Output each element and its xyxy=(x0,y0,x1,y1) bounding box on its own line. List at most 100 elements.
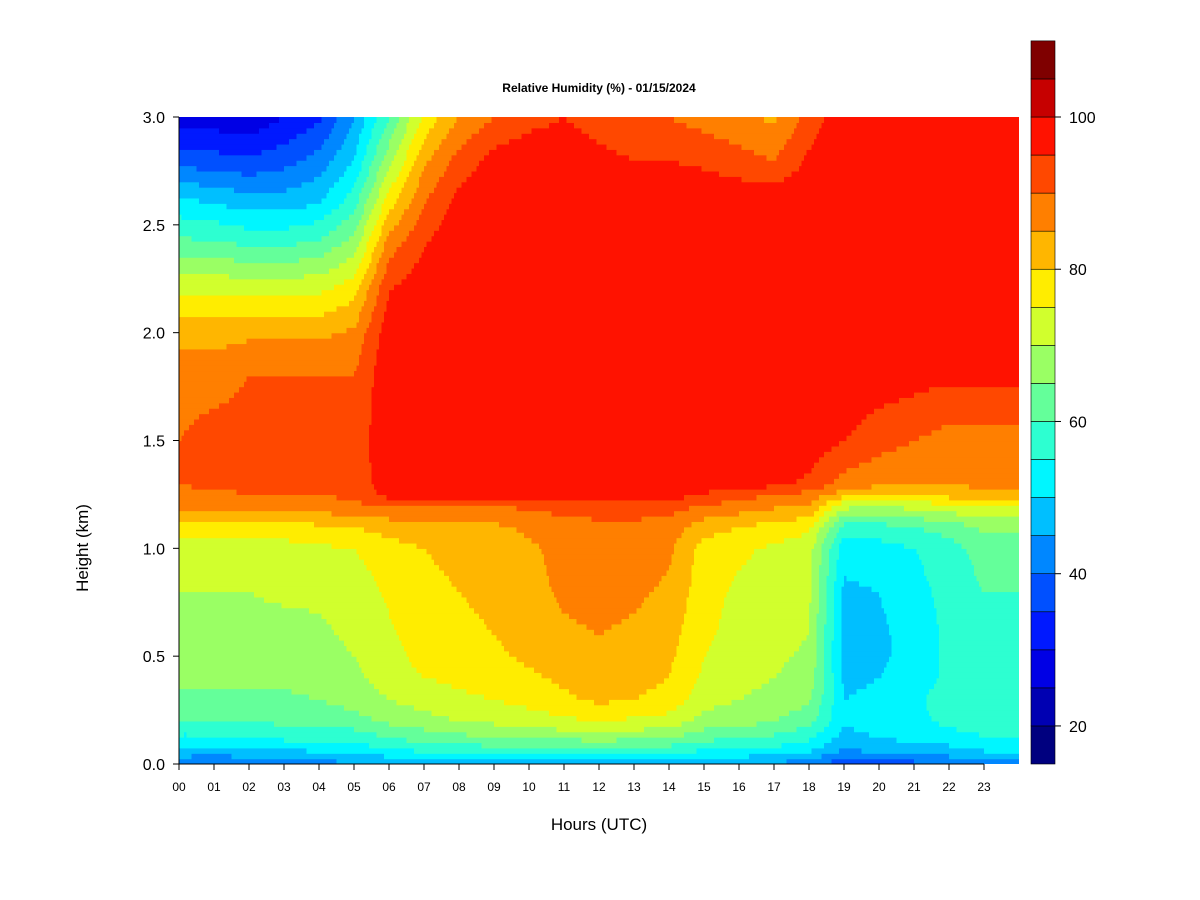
heatmap-cell xyxy=(196,257,200,264)
heatmap-cell xyxy=(196,321,200,328)
heatmap-cell xyxy=(216,559,220,566)
heatmap-cell xyxy=(179,117,183,123)
heatmap-cell xyxy=(184,365,188,372)
heatmap-cell xyxy=(191,327,195,334)
heatmap-cell xyxy=(221,224,225,231)
heatmap-cell xyxy=(206,537,210,544)
heatmap-cell xyxy=(196,542,200,549)
heatmap-cell xyxy=(201,510,205,517)
heatmap-cell xyxy=(181,273,185,280)
heatmap-cell xyxy=(189,246,193,253)
heatmap-cell xyxy=(194,257,198,264)
heatmap-cell xyxy=(201,639,205,646)
heatmap-cell xyxy=(194,634,198,641)
heatmap-cell xyxy=(189,489,193,496)
heatmap-cell xyxy=(196,489,200,496)
heatmap-cell xyxy=(194,693,198,700)
heatmap-cell xyxy=(221,294,225,301)
heatmap-cell xyxy=(224,602,228,609)
heatmap-cell xyxy=(209,294,213,301)
heatmap-cell xyxy=(221,602,225,609)
heatmap-cell xyxy=(201,747,205,754)
heatmap-cell xyxy=(221,257,225,264)
heatmap-cell xyxy=(211,197,215,204)
heatmap-cell xyxy=(221,586,225,593)
heatmap-cell xyxy=(214,634,218,641)
heatmap-cell xyxy=(204,127,208,134)
heatmap-cell xyxy=(179,737,183,744)
heatmap-cell xyxy=(211,704,215,711)
heatmap-cell xyxy=(179,197,183,204)
heatmap-cell xyxy=(209,472,213,479)
heatmap-cell xyxy=(206,451,210,458)
heatmap-cell xyxy=(216,375,220,382)
heatmap-cell xyxy=(194,731,198,738)
heatmap-cell xyxy=(219,138,223,145)
heatmap-cell xyxy=(209,138,213,145)
heatmap-cell xyxy=(221,235,225,242)
heatmap-cell xyxy=(221,435,225,442)
heatmap-cell xyxy=(181,731,185,738)
heatmap-cell xyxy=(196,596,200,603)
heatmap-cell xyxy=(189,478,193,485)
heatmap-cell xyxy=(186,720,190,727)
heatmap-cell xyxy=(204,241,208,247)
heatmap-cell xyxy=(199,564,203,571)
heatmap-cell xyxy=(206,440,210,447)
heatmap-cell xyxy=(196,467,200,474)
heatmap-cell xyxy=(221,715,225,722)
heatmap-cell xyxy=(209,542,213,549)
heatmap-cell xyxy=(206,683,210,690)
heatmap-cell xyxy=(209,418,213,425)
heatmap-cell xyxy=(181,359,185,366)
heatmap-cell xyxy=(201,165,205,172)
heatmap-cell xyxy=(186,284,190,291)
heatmap-cell xyxy=(209,267,213,274)
heatmap-cell xyxy=(191,451,195,458)
heatmap-cell xyxy=(181,515,185,522)
heatmap-cell xyxy=(194,219,198,226)
heatmap-cell xyxy=(196,515,200,522)
heatmap-cell xyxy=(194,208,198,215)
heatmap-cell xyxy=(186,262,190,269)
heatmap-cell xyxy=(181,586,185,593)
heatmap-cell xyxy=(219,656,223,663)
heatmap-cell xyxy=(194,354,198,361)
heatmap-cell xyxy=(186,586,190,593)
heatmap-cell xyxy=(206,666,210,673)
heatmap-cell xyxy=(189,747,193,754)
heatmap-cell xyxy=(199,515,203,522)
heatmap-cell xyxy=(211,445,215,452)
heatmap-cell xyxy=(204,575,208,582)
heatmap-cell xyxy=(214,219,218,226)
heatmap-cell xyxy=(184,181,188,188)
heatmap-cell xyxy=(209,753,213,760)
heatmap-cell xyxy=(181,143,185,150)
heatmap-cell xyxy=(189,462,193,469)
heatmap-cell xyxy=(186,656,190,663)
heatmap-cell xyxy=(194,262,198,269)
heatmap-cell xyxy=(211,181,215,188)
heatmap-cell xyxy=(216,359,220,366)
heatmap-cell xyxy=(219,338,223,345)
heatmap-cell xyxy=(191,742,195,749)
heatmap-cell xyxy=(219,117,223,123)
heatmap-cell xyxy=(209,580,213,587)
heatmap-cell xyxy=(184,467,188,474)
heatmap-cell xyxy=(216,532,220,539)
heatmap-cell xyxy=(216,462,220,469)
heatmap-cell xyxy=(191,753,195,760)
heatmap-cell xyxy=(191,305,195,312)
heatmap-cell xyxy=(186,391,190,398)
heatmap-cell xyxy=(194,311,198,318)
heatmap-cell xyxy=(191,521,195,528)
heatmap-cell xyxy=(216,192,220,199)
heatmap-cell xyxy=(214,359,218,366)
heatmap-cell xyxy=(209,731,213,738)
heatmap-cell xyxy=(196,445,200,452)
heatmap-cell xyxy=(191,267,195,274)
heatmap-cell xyxy=(206,569,210,576)
heatmap-cell xyxy=(186,402,190,409)
heatmap-cell xyxy=(206,494,210,501)
heatmap-cell xyxy=(199,375,203,382)
